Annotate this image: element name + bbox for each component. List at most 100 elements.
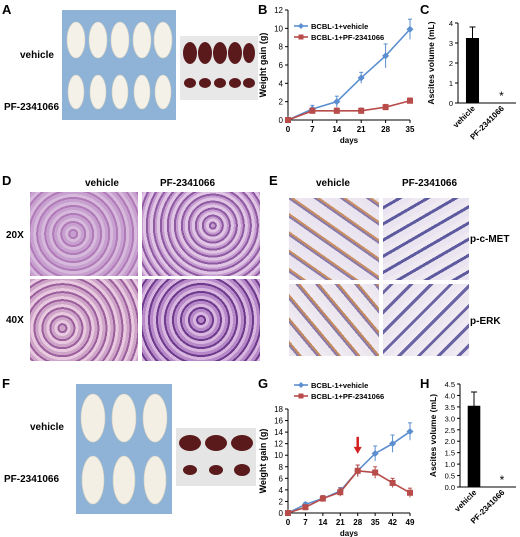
panel-d-col-vehicle: vehicle — [85, 178, 119, 189]
panel-f-row-drug: PF-2341066 — [4, 474, 60, 485]
chart-b-x-tick-label: 14 — [332, 125, 341, 134]
chart-g-series-drug-point — [372, 469, 379, 476]
chart-b-series-vehicle-point — [406, 25, 414, 33]
chart-g-y-tick-label: 2 — [279, 497, 284, 506]
chart-g-series-vehicle-legend-label: BCBL-1+vehicle — [311, 381, 368, 390]
chart-h-ascites: 0.0 0.5 1.0 1.5 2.0 2.5 3.0 3.5 4.0 4.5 Ascites vo… — [428, 380, 516, 526]
chart-h-significance-star: * — [500, 473, 505, 487]
panel-f-row-vehicle: vehicle — [30, 422, 64, 433]
chart-g-series-drug-point — [285, 510, 291, 516]
chart-g-series-drug-point — [354, 467, 361, 474]
chart-g-series-drug-legend-marker — [298, 393, 304, 399]
panel-label-g: G — [258, 376, 269, 391]
chart-h-y-tick-label: 3.0 — [445, 414, 455, 423]
chart-g-y-tick-label: 4 — [279, 486, 284, 495]
chart-h-y-tick-label: 4.0 — [445, 391, 455, 400]
chart-g-series-vehicle-point — [406, 428, 414, 436]
panel-f-spleen-drawing — [179, 435, 253, 476]
chart-g-y-tick-label: 10 — [274, 451, 283, 460]
chart-g-y-tick-label: 6 — [279, 474, 284, 483]
chart-b-weight-gain: 0 2 4 6 8 10 12 0 7 14 21 28 35 days Weight gain (g) BC… — [258, 6, 415, 145]
chart-c-y-tick-label: 3 — [449, 39, 453, 48]
chart-b-series-drug-legend-label: BCBL-1+PF-2341066 — [311, 33, 384, 42]
panel-label-d: D — [2, 173, 12, 188]
chart-b-y-tick-label: 2 — [279, 98, 284, 107]
chart-c-y-label: Ascites volume (mL) — [426, 21, 436, 104]
chart-g-x-tick-label: 35 — [371, 518, 380, 527]
chart-g-x-tick-label: 28 — [353, 518, 362, 527]
chart-g-x-tick-label: 42 — [388, 518, 397, 527]
chart-g-y-tick-label: 12 — [274, 440, 283, 449]
panel-d-row-40x: 40X — [6, 315, 24, 326]
panel-label-f: F — [2, 376, 10, 391]
chart-b-series-drug-point — [407, 97, 413, 104]
chart-c-y-tick-label: 4 — [449, 19, 453, 28]
panel-label-a: A — [2, 2, 12, 17]
chart-b-y-tick-label: 6 — [279, 61, 284, 70]
chart-g-treatment-arrow-head — [353, 446, 362, 454]
chart-g-y-label: Weight gain (g) — [258, 429, 268, 494]
panel-d-vehicle-20x-image — [30, 192, 138, 276]
chart-g-y-tick-label: 0 — [279, 509, 284, 518]
chart-g-y-tick-label: 16 — [274, 417, 283, 426]
panel-e-drug-pcmet-image — [383, 198, 469, 280]
chart-g-x-tick-label: 49 — [406, 518, 415, 527]
chart-b-x-tick-label: 28 — [381, 125, 390, 134]
chart-g-series-vehicle-legend-marker — [298, 382, 304, 388]
chart-b-series-vehicle-point — [333, 98, 341, 106]
chart-h-y-label: Ascites volume (mL) — [428, 394, 438, 477]
chart-g-y-tick-label: 14 — [274, 428, 283, 437]
panel-f-spleen-photo — [176, 428, 256, 486]
chart-g-x-tick-label: 7 — [303, 518, 308, 527]
chart-h-y-tick-label: 2.5 — [445, 426, 455, 435]
panel-a-row-drug: PF-2341066 — [4, 102, 60, 113]
chart-b-x-tick-label: 21 — [357, 125, 366, 134]
panel-e-vehicle-pcmet-image — [289, 198, 379, 280]
chart-b-series-vehicle-point — [357, 74, 365, 82]
chart-b-series-drug-legend-marker — [298, 34, 304, 40]
chart-b-series-drug-point — [309, 107, 316, 114]
chart-c-category-label: vehicle — [451, 104, 477, 130]
chart-h-y-tick-label: 0.0 — [445, 483, 455, 492]
chart-h-y-tick-label: 1.5 — [445, 449, 455, 458]
chart-b-y-tick-label: 8 — [279, 43, 284, 52]
panel-d-col-drug: PF-2341066 — [160, 178, 216, 189]
chart-g-x-tick-label: 0 — [286, 518, 291, 527]
chart-h-y-tick-label: 3.5 — [445, 403, 455, 412]
panel-d-row-20x: 20X — [6, 230, 24, 241]
panel-e-row-perk: p-ERK — [470, 316, 501, 327]
chart-c-bar-vehicle — [465, 38, 480, 103]
panel-e-vehicle-perk-image — [289, 284, 379, 356]
panel-a-spleen-photo — [180, 36, 258, 100]
chart-g-weight-gain: 0 2 4 6 8 10 12 14 16 18 0 7 14 21 28 35 42 49 days Weight … — [258, 381, 415, 537]
chart-b-series-vehicle-point — [382, 52, 390, 60]
chart-b-series-vehicle-line — [287, 28, 411, 121]
panel-label-e: E — [269, 173, 278, 188]
chart-b-y-tick-label: 10 — [274, 24, 283, 33]
chart-b-series-vehicle-legend-marker — [298, 23, 304, 29]
chart-b-series-drug-point — [358, 107, 365, 114]
chart-b-x-label: days — [340, 136, 359, 145]
chart-h-y-tick-label: 1.0 — [445, 460, 455, 469]
chart-b-y-tick-label: 0 — [279, 116, 284, 125]
panel-label-c: C — [420, 2, 430, 17]
chart-g-series-vehicle-point — [389, 440, 397, 448]
panel-f-mice-drawing — [80, 393, 168, 505]
panel-a-spleen-drawing — [183, 42, 255, 88]
chart-h-y-tick-label: 0.5 — [445, 472, 455, 481]
chart-b-y-tick-label: 12 — [274, 6, 283, 15]
chart-g-series-drug-legend-label: BCBL-1+PF-2341066 — [311, 392, 384, 401]
chart-g-x-label: days — [340, 529, 359, 537]
chart-b-y-label: Weight gain (g) — [258, 33, 268, 98]
panel-f-mice-photo — [76, 384, 172, 514]
chart-b-series-drug-point — [285, 117, 291, 123]
panel-d-drug-20x-image — [142, 192, 260, 276]
chart-c-y-tick-label: 2 — [449, 59, 453, 68]
chart-b-y-tick-label: 4 — [279, 79, 284, 88]
chart-g-series-drug-point — [389, 479, 396, 486]
panel-d-drug-40x-image — [142, 279, 260, 361]
panel-e-drug-perk-image — [383, 284, 469, 356]
chart-h-y-tick-label: 2.0 — [445, 437, 455, 446]
chart-c-significance-star: * — [499, 89, 504, 103]
